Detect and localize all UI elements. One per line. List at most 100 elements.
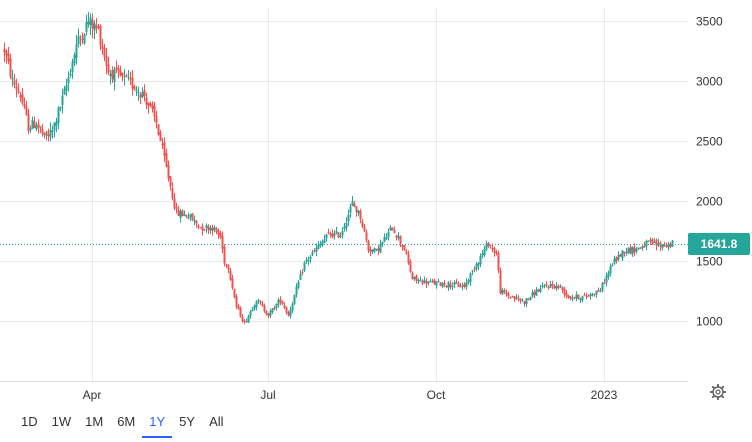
candle	[351, 196, 354, 206]
candle	[445, 285, 448, 289]
candle	[655, 238, 658, 251]
candle	[195, 219, 198, 228]
candle	[3, 42, 6, 63]
candle	[131, 70, 134, 96]
candle	[363, 224, 366, 233]
candle	[11, 69, 14, 87]
candle	[647, 240, 650, 243]
candle	[501, 287, 504, 295]
candle	[201, 223, 204, 236]
candle	[33, 116, 36, 129]
candle	[665, 242, 668, 248]
range-button-5y[interactable]: 5Y	[179, 414, 196, 429]
candle	[225, 263, 228, 268]
y-tick-label: 3000	[696, 75, 723, 89]
candle	[577, 294, 580, 300]
candle	[15, 78, 18, 98]
candle	[661, 244, 664, 251]
candle	[279, 296, 282, 306]
candle	[101, 38, 104, 55]
candle	[311, 249, 314, 257]
candle	[5, 49, 8, 64]
candle	[481, 250, 484, 259]
candle	[391, 227, 394, 231]
candle	[439, 281, 442, 287]
candle	[57, 106, 60, 130]
candle	[635, 246, 638, 254]
range-button-6m[interactable]: 6M	[117, 414, 136, 429]
candle	[487, 241, 490, 248]
candle	[27, 108, 30, 135]
candle	[335, 226, 338, 235]
candle	[475, 262, 478, 272]
candle	[573, 296, 576, 300]
candle	[249, 309, 252, 319]
candle	[123, 69, 126, 86]
candle	[425, 278, 428, 288]
candle	[601, 281, 604, 293]
candle	[511, 295, 514, 298]
candle	[287, 310, 290, 317]
gear-icon[interactable]	[709, 383, 727, 401]
candle	[623, 251, 626, 257]
candle	[267, 313, 270, 318]
candle	[455, 278, 458, 284]
candle	[275, 303, 278, 311]
range-button-1w[interactable]: 1W	[51, 414, 72, 429]
candles	[3, 11, 674, 325]
candle	[373, 247, 376, 253]
candle	[447, 281, 450, 292]
candle	[261, 300, 264, 307]
candle	[327, 228, 330, 235]
candle	[463, 282, 466, 289]
x-tick-label: Apr	[83, 388, 102, 402]
candle	[239, 306, 242, 318]
candle	[75, 34, 78, 65]
candle	[251, 306, 254, 312]
candle	[441, 281, 444, 289]
candle	[51, 125, 54, 139]
candle	[53, 122, 56, 138]
candle	[155, 110, 158, 129]
candle	[113, 66, 116, 91]
candle	[575, 291, 578, 302]
candle	[559, 284, 562, 289]
candle	[243, 319, 246, 325]
candle	[345, 217, 348, 232]
candle	[349, 203, 352, 218]
range-button-all[interactable]: All	[209, 414, 224, 429]
candle	[509, 296, 512, 299]
candle	[347, 209, 350, 226]
candle	[77, 28, 80, 48]
candle	[107, 56, 110, 76]
candle	[19, 91, 22, 102]
candle	[167, 160, 170, 182]
candle	[305, 257, 308, 264]
candle	[449, 280, 452, 290]
candle	[41, 123, 44, 137]
candle	[523, 300, 526, 307]
candle	[265, 310, 268, 316]
candle	[289, 306, 292, 319]
range-button-1y[interactable]: 1Y	[142, 408, 173, 438]
candle	[81, 32, 84, 44]
candle	[671, 239, 674, 248]
candle	[357, 209, 360, 217]
candle	[7, 46, 10, 65]
candle	[209, 225, 212, 234]
candle	[427, 280, 430, 286]
candle	[25, 100, 28, 116]
candle	[31, 116, 34, 130]
candle	[97, 23, 100, 30]
range-button-1m[interactable]: 1M	[85, 414, 104, 429]
candle	[203, 228, 206, 231]
range-button-1d[interactable]: 1D	[21, 414, 38, 429]
candle	[651, 238, 654, 246]
y-tick-label: 1000	[696, 315, 723, 329]
candle	[317, 241, 320, 250]
candle	[557, 284, 560, 290]
candle	[429, 278, 432, 283]
candle	[273, 305, 276, 311]
candle	[193, 215, 196, 225]
